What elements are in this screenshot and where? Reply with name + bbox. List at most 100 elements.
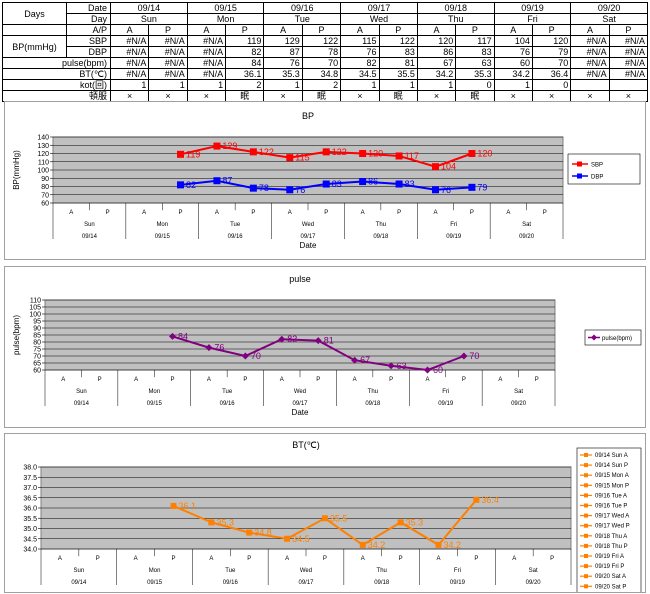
x-day-label: Wed bbox=[294, 389, 306, 395]
x-ap-label: P bbox=[316, 377, 320, 383]
y-tick-label: 100 bbox=[37, 168, 49, 175]
data-point bbox=[314, 337, 322, 345]
legend-label: 09/14 Sun P bbox=[595, 463, 628, 469]
legend-swatch-marker bbox=[584, 503, 588, 508]
legend-label: 09/17 Wed P bbox=[595, 524, 630, 530]
ap-cell: P bbox=[148, 24, 188, 36]
dbp-cell: 79 bbox=[531, 46, 572, 58]
x-date-label: 09/19 bbox=[438, 401, 454, 407]
y-tick-label: 60 bbox=[41, 201, 49, 208]
sbp-cell: #N/A bbox=[570, 35, 610, 47]
data-point bbox=[177, 181, 184, 189]
legend-label: 09/16 Tue P bbox=[595, 504, 627, 510]
pulse-cell: 76 bbox=[263, 57, 303, 69]
kot-cell: 0 bbox=[531, 79, 572, 91]
med-cell: × bbox=[263, 90, 303, 102]
data-point bbox=[241, 352, 249, 360]
x-ap-label: P bbox=[535, 377, 539, 383]
x-ap-label: P bbox=[106, 210, 110, 216]
x-ap-label: P bbox=[324, 210, 328, 216]
x-day-label: Mon bbox=[148, 389, 160, 395]
med-cell: 眠 bbox=[301, 90, 342, 102]
bp-header: BP(mmHg) bbox=[2, 35, 67, 58]
data-point bbox=[246, 529, 253, 536]
x-date-label: 09/20 bbox=[511, 401, 527, 407]
data-point bbox=[205, 344, 213, 352]
x-ap-label: A bbox=[142, 210, 146, 216]
dbp-cell: #N/A bbox=[109, 46, 150, 58]
x-ap-label: P bbox=[462, 377, 466, 383]
ap-cell: A bbox=[416, 24, 457, 36]
med-cell: × bbox=[608, 90, 649, 102]
date-cell: 09/16 bbox=[263, 2, 342, 14]
legend-swatch-marker bbox=[584, 554, 588, 558]
legend-label: SBP bbox=[591, 163, 603, 169]
data-point bbox=[395, 180, 403, 188]
kot-cell bbox=[570, 79, 610, 91]
bt-chart: BT(℃) 34.0 34.5 35.0 35.5 36.0 36.5 37.0 37.5 38.… bbox=[23, 440, 642, 592]
legend-label: 09/18 Thu A bbox=[595, 534, 627, 540]
legend-swatch-marker bbox=[584, 463, 588, 468]
x-date-label: 09/16 bbox=[223, 580, 239, 586]
y-tick-label: 36.0 bbox=[23, 506, 37, 513]
y-tick-label: 37.0 bbox=[23, 485, 37, 492]
x-date-label: 09/20 bbox=[519, 234, 535, 240]
data-label: 76 bbox=[214, 343, 224, 353]
blank-cell bbox=[2, 24, 67, 36]
data-point bbox=[435, 541, 442, 548]
dbp-cell: 78 bbox=[301, 46, 342, 58]
x-date-label: 09/17 bbox=[298, 580, 314, 586]
x-day-label: Tue bbox=[230, 222, 241, 228]
data-label: 119 bbox=[186, 149, 200, 159]
data-label: 82 bbox=[287, 334, 297, 344]
pulse-cell: 81 bbox=[378, 57, 418, 69]
pulse-cell: #N/A bbox=[186, 57, 227, 69]
x-day-label: Wed bbox=[300, 568, 312, 574]
data-label: 129 bbox=[222, 141, 237, 151]
data-point bbox=[424, 366, 431, 374]
legend-swatch-marker bbox=[584, 574, 588, 579]
x-ap-label: P bbox=[389, 377, 393, 383]
data-point bbox=[322, 148, 330, 156]
y-tick-label: 36.5 bbox=[23, 495, 37, 502]
pulse-cell: 70 bbox=[301, 57, 342, 69]
sbp-cell: #N/A bbox=[109, 35, 150, 47]
y-tick-label: 34.5 bbox=[23, 536, 37, 543]
data-point bbox=[177, 150, 184, 158]
x-ap-label: P bbox=[543, 210, 547, 216]
day-cell: Fri bbox=[493, 13, 572, 25]
sbp-label: SBP bbox=[66, 35, 111, 47]
data-label: 122 bbox=[259, 147, 274, 157]
ap-cell: P bbox=[225, 24, 265, 36]
y-tick-label: 80 bbox=[33, 340, 41, 347]
sbp-cell: 104 bbox=[493, 35, 533, 47]
x-date-label: 09/18 bbox=[365, 401, 381, 407]
x-date-label: 09/14 bbox=[82, 234, 98, 240]
x-date-label: 09/14 bbox=[74, 401, 90, 407]
x-date-label: 09/15 bbox=[147, 580, 163, 586]
data-label: 82 bbox=[186, 180, 196, 190]
sbp-cell: 119 bbox=[225, 35, 265, 47]
date-cell: 09/14 bbox=[110, 2, 188, 14]
day-cell: Thu bbox=[416, 13, 495, 25]
kot-cell: 1 bbox=[378, 79, 418, 91]
day-cell: Sat bbox=[570, 13, 649, 25]
x-day-label: Tue bbox=[225, 568, 236, 574]
bt-cell: 34.5 bbox=[340, 68, 380, 80]
x-ap-label: A bbox=[134, 377, 138, 383]
ap-cell: P bbox=[378, 24, 418, 36]
x-date-label: 09/15 bbox=[147, 401, 163, 407]
bt-cell: 34.2 bbox=[416, 68, 457, 80]
kot-cell: 1 bbox=[148, 79, 188, 91]
legend-label: 09/18 Thu P bbox=[595, 544, 628, 550]
kot-cell: 1 bbox=[109, 79, 150, 91]
x-day-label: Tue bbox=[222, 389, 233, 395]
x-day-label: Mon bbox=[156, 222, 168, 228]
data-point bbox=[249, 148, 257, 156]
legend-swatch-marker bbox=[584, 473, 588, 478]
data-point bbox=[321, 515, 328, 522]
data-label: 84 bbox=[178, 331, 188, 341]
y-tick-label: 34.0 bbox=[23, 547, 37, 554]
legend-swatch-marker bbox=[591, 334, 597, 341]
legend-swatch-marker bbox=[584, 564, 588, 569]
